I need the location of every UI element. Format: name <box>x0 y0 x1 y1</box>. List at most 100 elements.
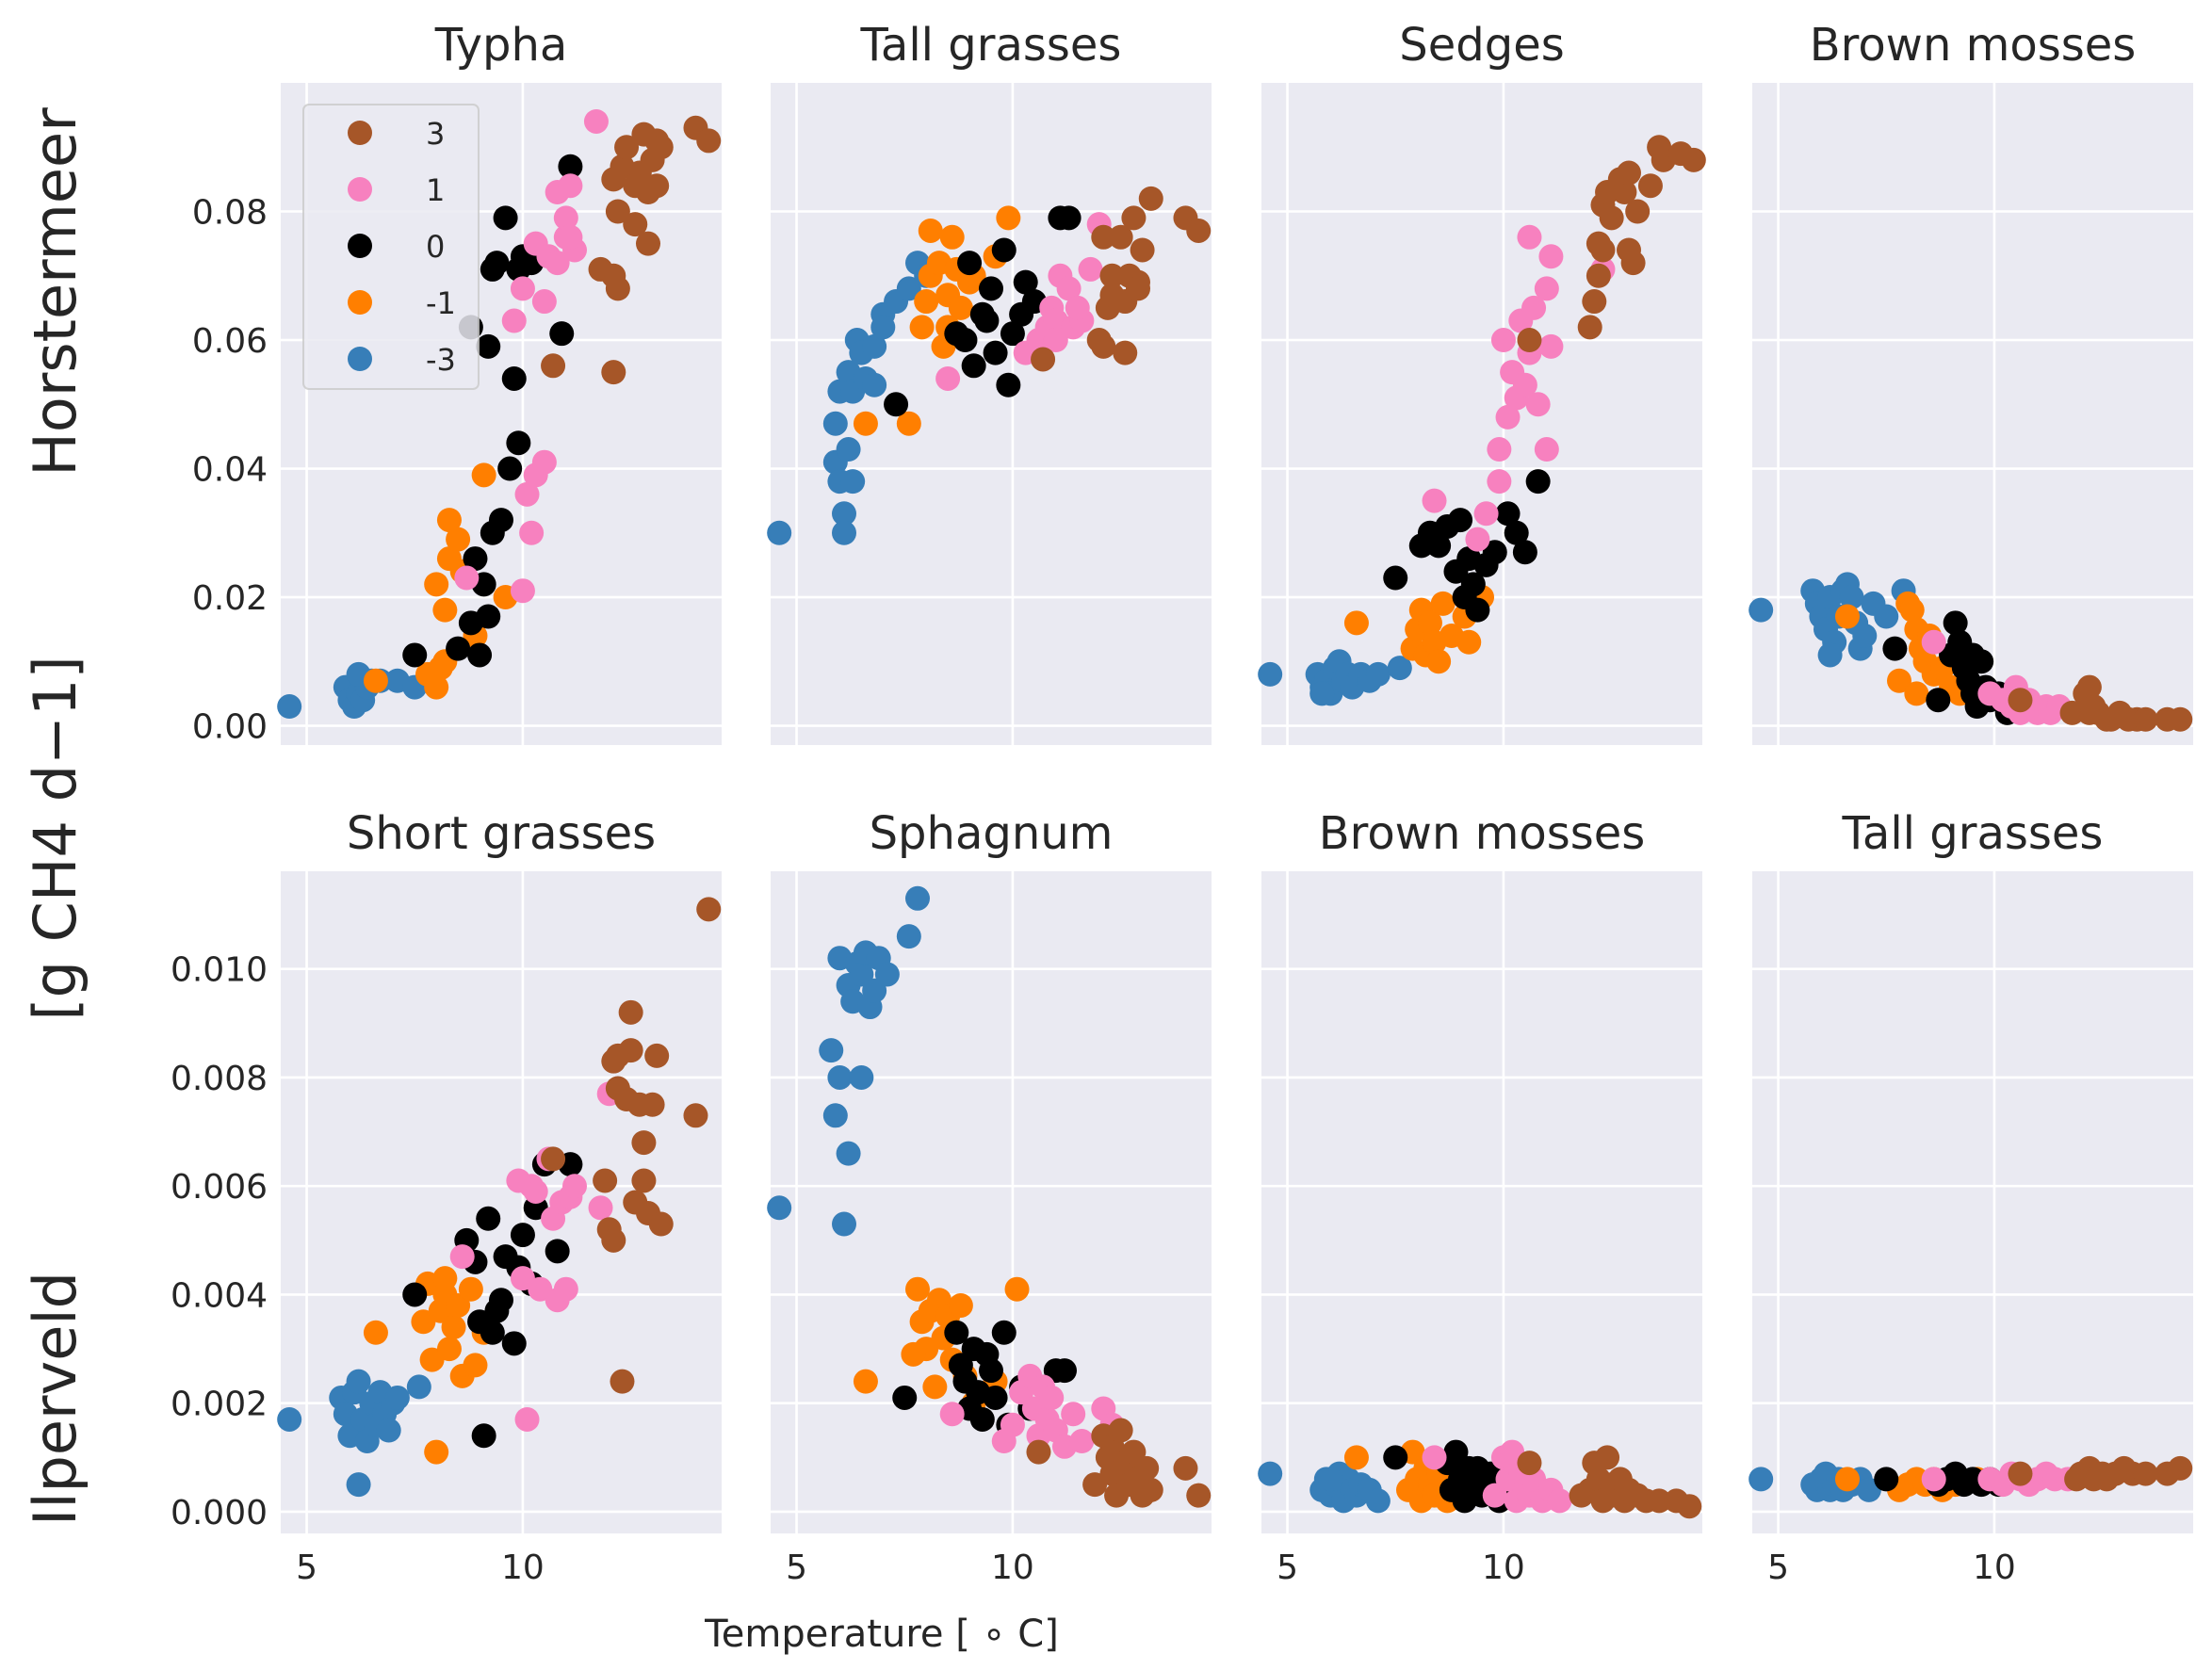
data-point <box>545 1239 570 1264</box>
data-point <box>648 135 674 160</box>
data-point <box>501 308 527 333</box>
series-3 <box>541 897 722 1394</box>
data-point <box>862 372 887 397</box>
data-point <box>436 1337 462 1362</box>
data-point <box>1138 1477 1163 1502</box>
data-point <box>2133 1461 2158 1486</box>
data-point <box>424 674 449 700</box>
data-point <box>601 1227 626 1253</box>
series-3 <box>1517 135 1706 353</box>
data-point <box>2008 688 2033 713</box>
data-point <box>1258 1461 1283 1486</box>
data-point <box>1517 328 1542 353</box>
data-point <box>501 1331 527 1356</box>
data-point <box>593 1168 618 1193</box>
legend-entry: -3 <box>348 342 456 378</box>
data-point <box>506 1168 531 1193</box>
data-point <box>631 1168 657 1193</box>
legend-entry: 1 <box>348 172 445 208</box>
data-point <box>1534 276 1559 301</box>
data-point <box>1452 585 1477 610</box>
data-point <box>1681 147 1706 172</box>
data-point <box>874 962 900 987</box>
data-point <box>1422 1445 1447 1470</box>
legend-label: -3 <box>426 342 456 378</box>
data-point <box>991 1320 1017 1345</box>
data-point <box>531 289 557 315</box>
data-point <box>2076 674 2102 700</box>
data-point <box>493 205 518 231</box>
legend-marker <box>348 121 372 145</box>
data-point <box>1677 1494 1702 1519</box>
data-point <box>605 276 630 301</box>
data-point <box>363 668 388 693</box>
series-3 <box>1517 1445 1702 1519</box>
series-3 <box>2008 674 2193 732</box>
data-point <box>991 237 1017 263</box>
data-point <box>1121 205 1147 231</box>
data-point <box>1039 1385 1065 1410</box>
data-point <box>476 604 501 629</box>
panel-title: Sedges <box>1399 19 1564 72</box>
series-3 <box>1026 1418 1212 1508</box>
data-point <box>501 365 527 391</box>
panel-title: Brown mosses <box>1810 19 2137 72</box>
data-point <box>1043 328 1068 353</box>
data-point <box>432 1266 458 1291</box>
data-point <box>402 1282 428 1307</box>
series-0 <box>402 154 583 668</box>
data-point <box>1383 565 1408 591</box>
series-1 <box>935 212 1112 391</box>
data-point <box>614 135 640 160</box>
data-point <box>1134 1455 1160 1481</box>
panel-short-grasses-ilperveld: 0.000 0.002 0.004 0.006 0.008 0.010 5 10 Short g… <box>171 807 722 1587</box>
data-point <box>1834 604 1860 629</box>
data-point <box>836 437 861 462</box>
data-point <box>463 546 488 572</box>
data-point <box>1186 218 1212 243</box>
series--1 <box>1834 591 1973 706</box>
data-point <box>489 508 513 533</box>
data-point <box>277 1406 302 1432</box>
data-point <box>1031 347 1056 372</box>
data-point <box>436 508 462 533</box>
y-tick-label: 0.08 <box>192 194 268 233</box>
data-point <box>1099 263 1125 288</box>
series--1 <box>363 1266 496 1465</box>
data-point <box>944 1320 969 1345</box>
panel-brown-mosses-ilperveld: 5 10 Brown mosses <box>1258 807 1702 1587</box>
data-point <box>1365 661 1391 687</box>
data-point <box>1108 224 1133 250</box>
data-point <box>1617 237 1641 263</box>
data-point <box>601 360 626 385</box>
x-tick-label: 10 <box>991 1548 1034 1587</box>
data-point <box>480 1320 505 1345</box>
data-point <box>939 1402 965 1427</box>
x-axis-title: Temperature [ ∘ C] <box>704 1613 1059 1656</box>
data-point <box>1482 540 1507 565</box>
data-point <box>1056 276 1082 301</box>
series-0 <box>1383 1439 1521 1514</box>
panel-sphagnum-ilperveld: 5 10 Sphagnum <box>767 807 1212 1587</box>
data-point <box>605 1076 630 1101</box>
data-point <box>822 1103 848 1128</box>
legend-label: 0 <box>426 229 445 265</box>
data-point <box>449 1244 475 1270</box>
data-point <box>1387 656 1412 681</box>
data-point <box>862 333 887 359</box>
y-tick-label: 0.06 <box>192 322 268 361</box>
data-point <box>1318 1467 1343 1492</box>
data-point <box>696 897 722 922</box>
plot-area <box>1752 871 2193 1533</box>
data-point <box>640 1092 665 1117</box>
y-tick-label: 0.004 <box>171 1276 268 1315</box>
y-tick-label: 0.010 <box>171 951 268 990</box>
data-point <box>363 1320 388 1345</box>
data-point <box>961 353 986 379</box>
data-point <box>441 1315 466 1340</box>
x-tick-label: 5 <box>786 1548 807 1587</box>
data-point <box>892 1385 918 1410</box>
data-point <box>1595 1445 1620 1470</box>
data-point <box>1490 328 1516 353</box>
